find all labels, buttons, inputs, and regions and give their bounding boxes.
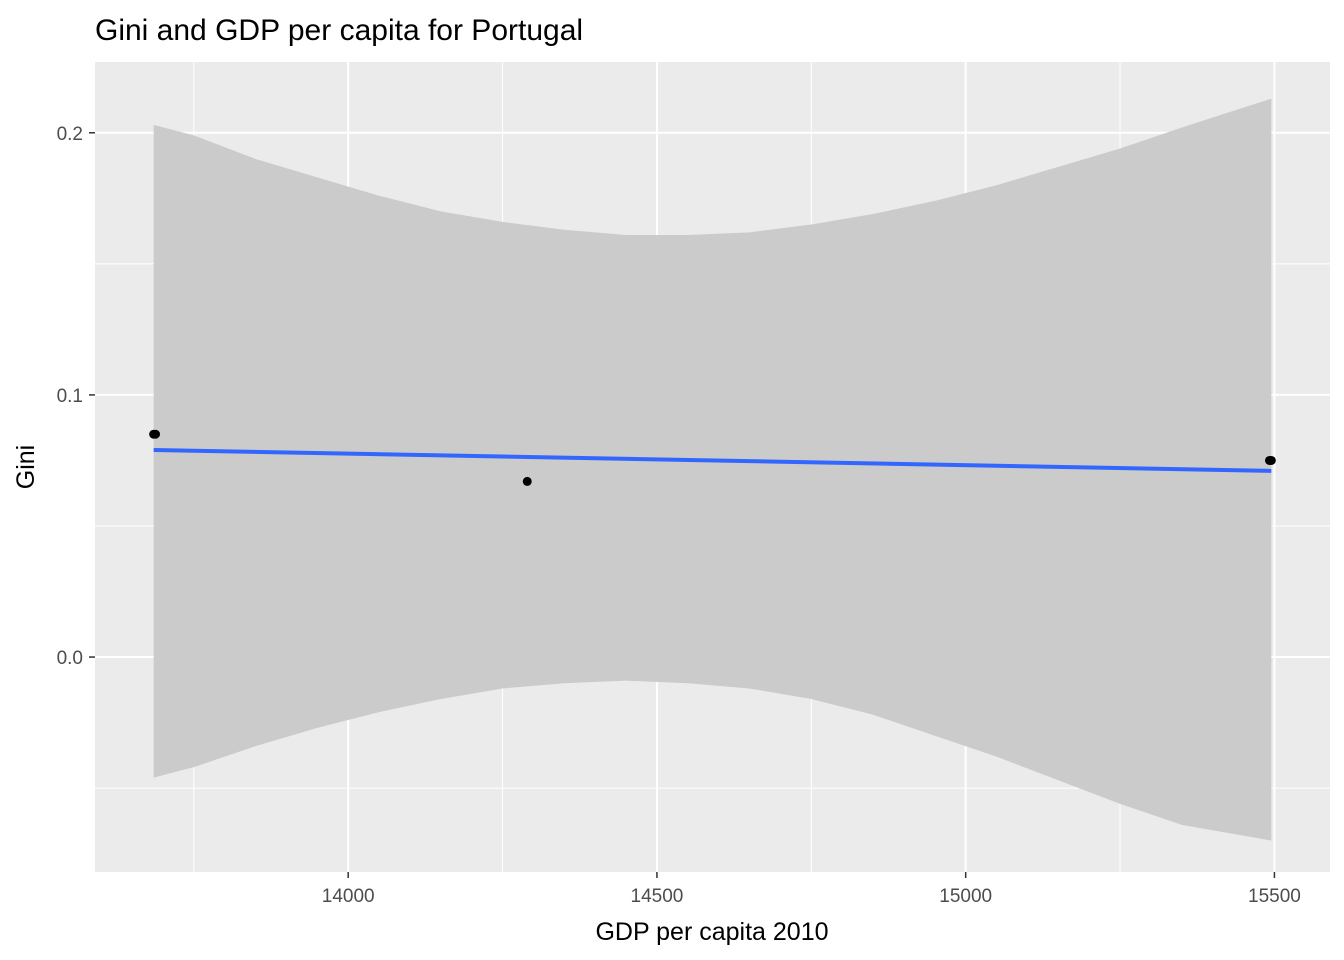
chart-title: Gini and GDP per capita for Portugal	[95, 14, 583, 47]
y-axis: 0.0 0.1 0.2	[57, 124, 95, 669]
x-tick-label: 14500	[631, 886, 684, 907]
y-tick-label: 0.0	[57, 648, 83, 669]
data-points	[149, 429, 1276, 486]
data-point	[522, 476, 532, 486]
x-axis: 14000 14500 15000 15500	[322, 872, 1301, 907]
confidence-band	[153, 98, 1272, 841]
y-axis-title: Gini	[12, 445, 40, 489]
regression-line	[153, 447, 1272, 473]
y-tick-label: 0.1	[57, 386, 83, 407]
data-point	[1266, 455, 1276, 465]
x-tick-label: 14000	[322, 886, 375, 907]
y-tick-label: 0.2	[57, 124, 83, 145]
x-axis-title: GDP per capita 2010	[595, 918, 828, 946]
x-tick-label: 15500	[1248, 886, 1301, 907]
data-point	[151, 429, 161, 439]
x-tick-label: 15000	[939, 886, 992, 907]
